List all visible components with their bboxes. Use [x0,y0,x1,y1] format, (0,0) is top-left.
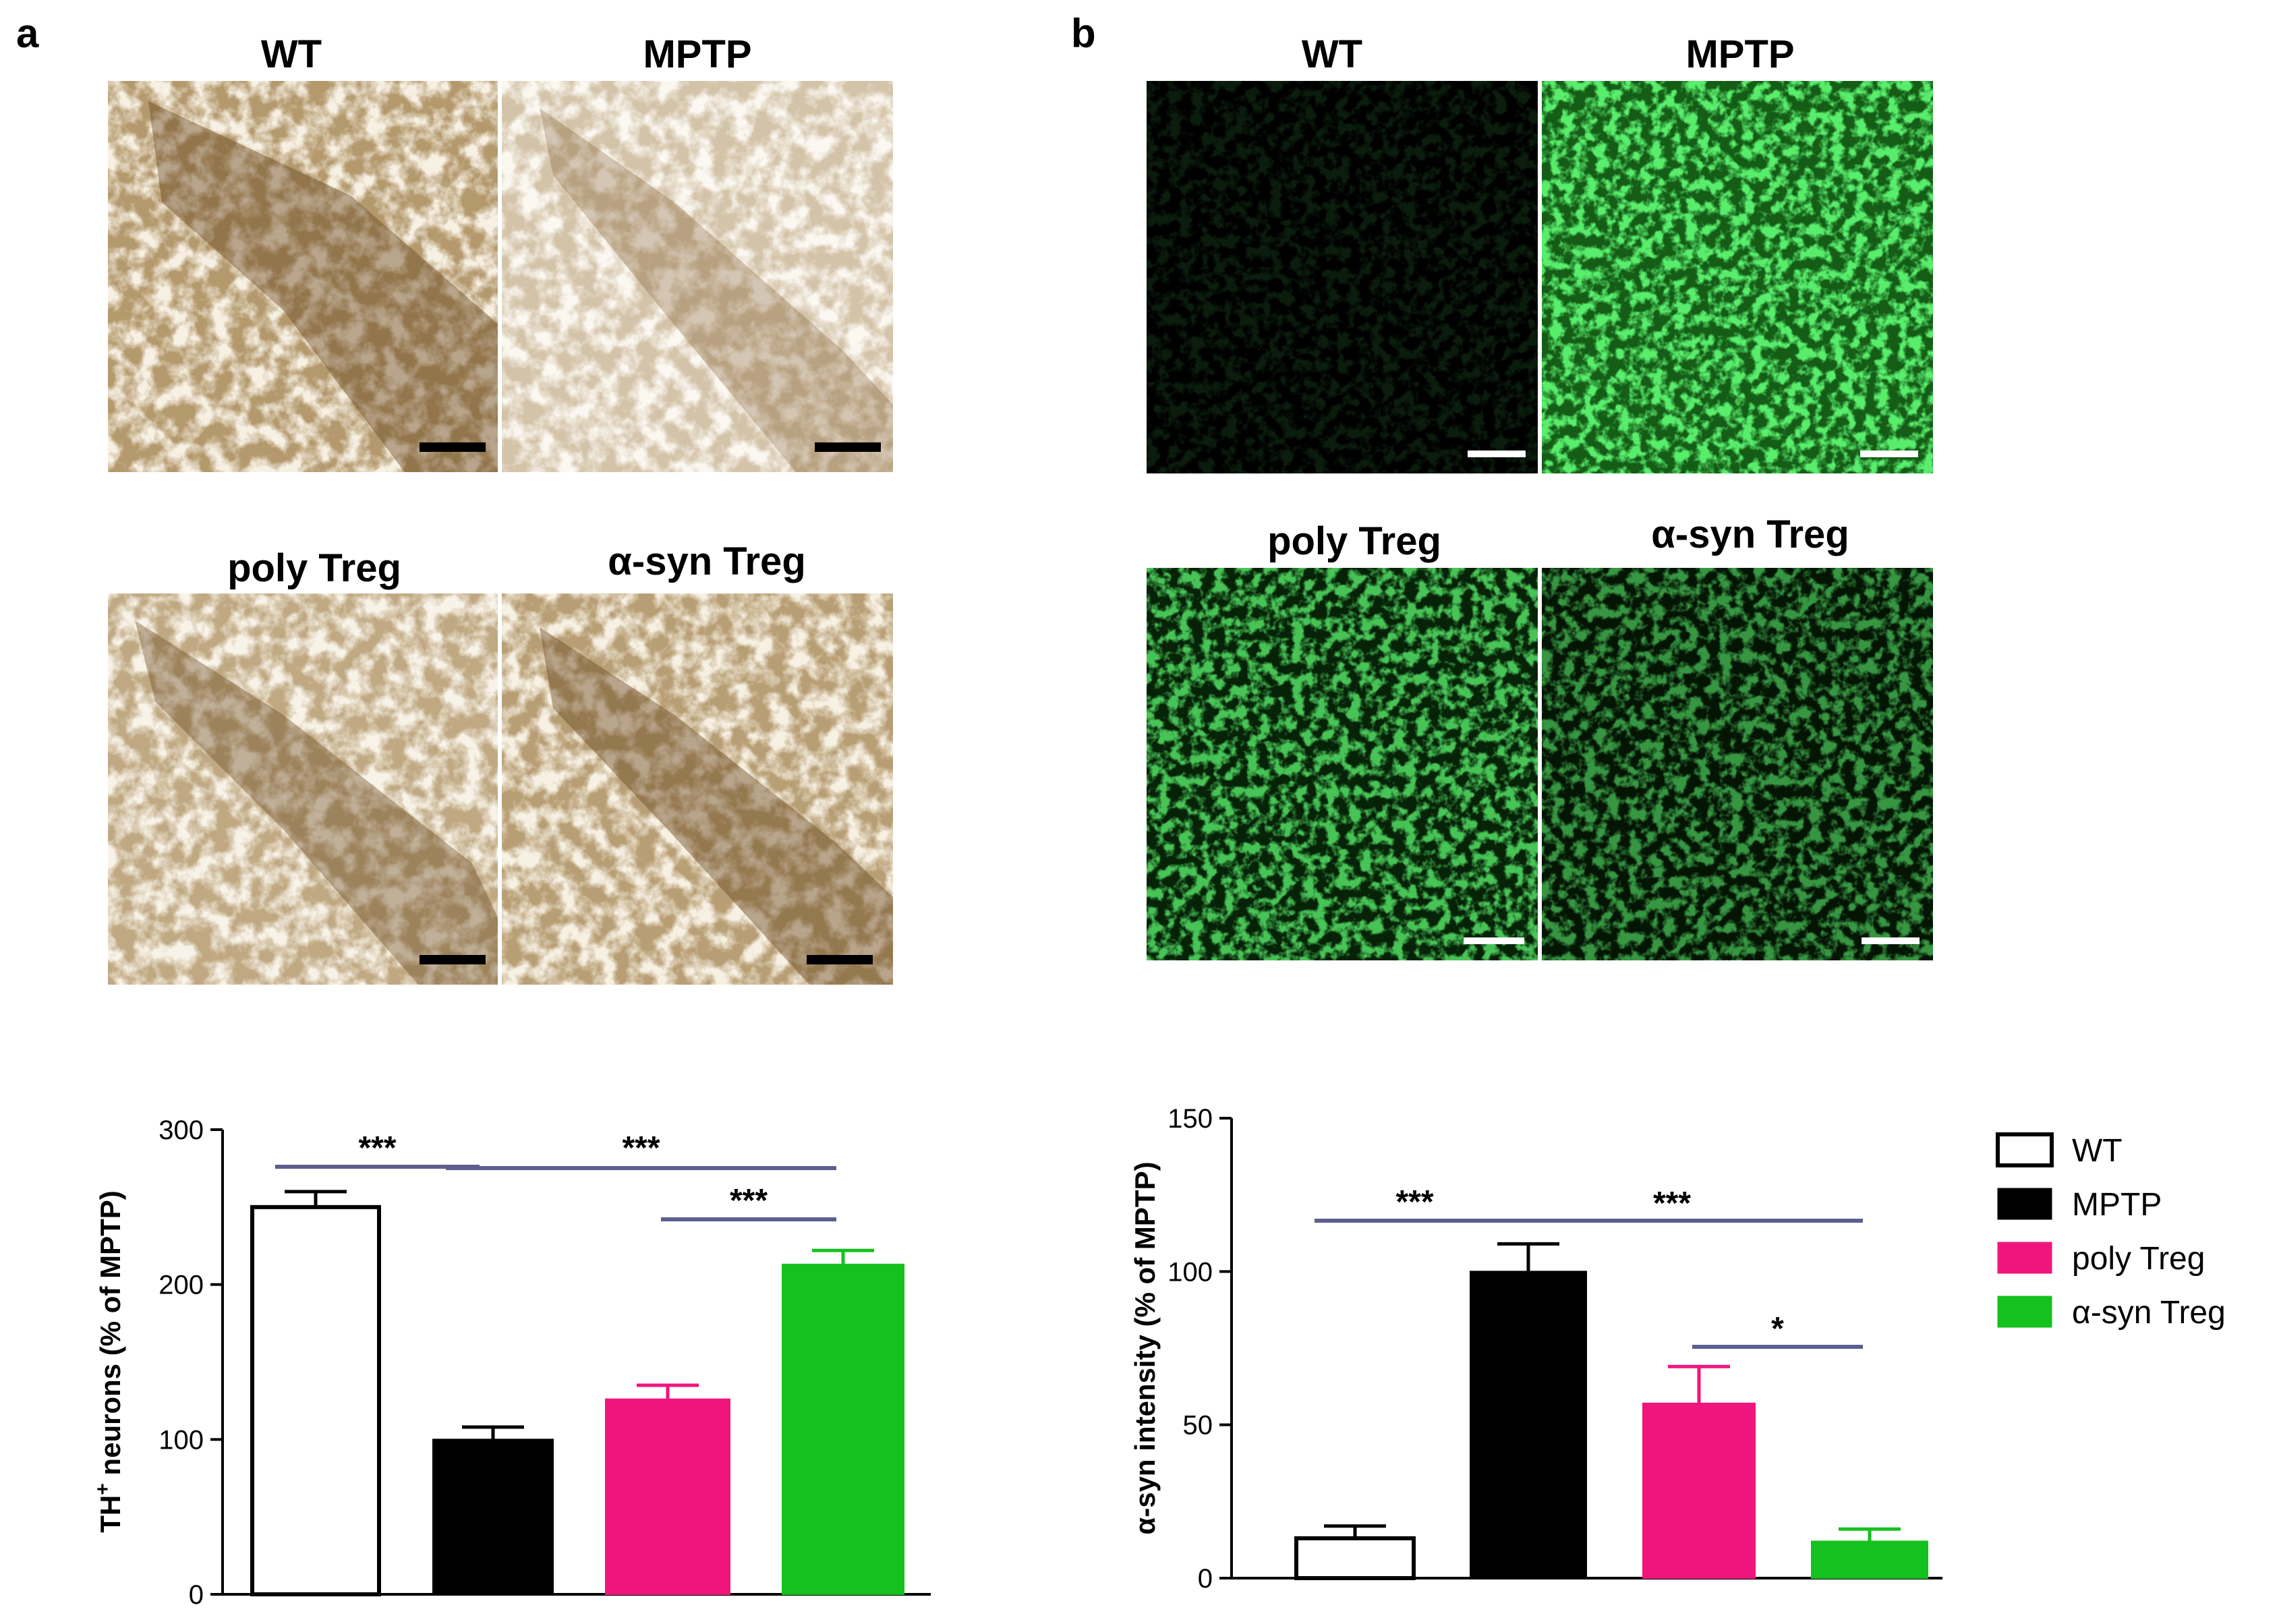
panel-a-label-poly-treg: poly Treg [227,546,401,590]
panel-b-micrographs [1147,81,1933,960]
panel-letter-a: a [16,11,39,56]
micrograph-a-poly-treg [108,593,498,985]
chart-b-ytick-label-2: 100 [1167,1257,1213,1287]
chart-b-ytick-label-0: 0 [1198,1564,1213,1594]
panel-a-micrographs [108,81,893,985]
chart-b-ytick-label-3: 150 [1167,1104,1213,1134]
chart-b-ylabel: α-syn intensity (% of MPTP) [1129,1161,1161,1534]
chart-a-sig-label-0: *** [358,1130,396,1166]
micrograph-b-mptp [1542,81,1933,473]
chart-a-sig-label-2: *** [730,1183,768,1219]
scale-bar [420,955,486,964]
panel-b-label-asyn-treg: α-syn Treg [1651,513,1849,556]
scale-bar [420,442,486,452]
chart-a-ytick-label-1: 100 [158,1425,204,1455]
chart-b-bar-3 [1811,1540,1928,1579]
legend-swatch-3 [1997,1296,2052,1328]
legend: WT MPTP poly Treg α-syn Treg [1996,1132,2226,1331]
panel-a-label-mptp: MPTP [643,32,751,76]
scale-bar [815,442,881,452]
legend-swatch-1 [1997,1188,2052,1220]
legend-swatch-0 [1996,1132,2054,1167]
micrograph-b-wt [1147,81,1538,473]
micrograph-a-asyn-treg [502,593,893,985]
chart-a-ytick-label-0: 0 [189,1580,204,1610]
chart-b-sig-label-1: *** [1653,1186,1691,1221]
micrograph-b-asyn-treg [1542,568,1933,960]
chart-a-ytick-label-2: 200 [158,1271,204,1300]
chart-b-ytick-label-1: 50 [1183,1411,1213,1441]
legend-label-3: α-syn Treg [2072,1295,2226,1331]
legend-label-2: poly Treg [2072,1241,2205,1277]
chart-b-bar-2 [1642,1402,1756,1579]
chart-a-ylabel: TH+ neurons (% of MPTP) [92,1190,126,1533]
micrograph-b-poly-treg [1147,568,1538,960]
legend-label-0: WT [2072,1133,2123,1169]
legend-label-1: MPTP [2072,1187,2162,1223]
chart-b-sig-label-0: *** [1395,1184,1433,1220]
chart-th-neurons: 0 100 200 300 TH+ neurons (% of MPTP) *** *** *… [92,1115,931,1610]
micrograph-a-mptp [502,81,893,472]
panel-b-label-poly-treg: poly Treg [1267,519,1441,563]
panel-b-label-mptp: MPTP [1685,32,1794,76]
micrograph-a-wt [108,81,498,472]
panel-a-label-asyn-treg: α-syn Treg [608,540,806,583]
chart-b-bar-0 [1294,1536,1416,1580]
chart-a-bar-3 [782,1263,904,1596]
chart-a-sig-label-1: *** [622,1130,660,1166]
scale-bar [1468,451,1526,457]
scale-bar [807,955,873,964]
chart-a-ytick-label-3: 300 [158,1115,204,1145]
panel-letter-b: b [1071,11,1096,56]
chart-a-bar-2 [605,1398,730,1596]
scale-bar [1860,451,1918,457]
chart-b-sig-label-2: * [1771,1311,1784,1347]
chart-a-bar-0 [250,1205,381,1597]
scale-bar [1464,937,1524,944]
panel-a-label-wt: WT [261,32,322,76]
panel-b-label-wt: WT [1302,32,1362,76]
chart-a-bar-1 [432,1439,554,1595]
chart-b-bar-1 [1470,1271,1587,1579]
legend-swatch-2 [1997,1242,2052,1274]
scale-bar [1862,937,1920,944]
